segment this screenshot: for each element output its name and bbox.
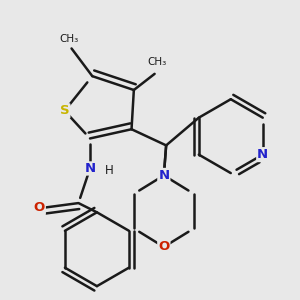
Text: O: O bbox=[34, 201, 45, 214]
Text: CH₃: CH₃ bbox=[60, 34, 79, 44]
Text: O: O bbox=[158, 240, 169, 254]
Text: N: N bbox=[158, 169, 169, 182]
Text: S: S bbox=[60, 104, 69, 117]
Text: N: N bbox=[257, 148, 268, 161]
Text: H: H bbox=[105, 164, 114, 177]
Text: CH₃: CH₃ bbox=[147, 57, 167, 67]
Text: N: N bbox=[84, 162, 96, 175]
